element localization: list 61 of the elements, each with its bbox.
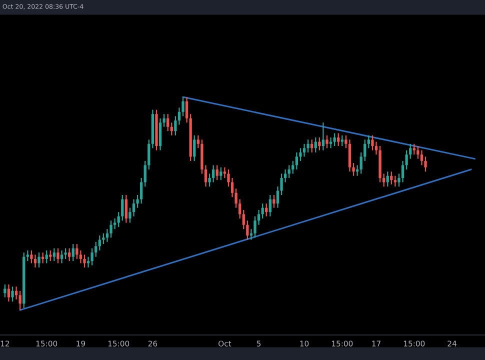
- candlestick: [94, 241, 98, 258]
- candlestick: [132, 198, 136, 217]
- candlestick: [371, 134, 374, 151]
- candlestick: [79, 250, 82, 264]
- candlestick: [11, 286, 14, 302]
- candlestick: [60, 250, 64, 264]
- candlestick: [420, 150, 424, 166]
- candlestick: [49, 250, 52, 262]
- candlestick: [64, 248, 67, 260]
- candlestick: [238, 198, 242, 220]
- candlestick: [326, 134, 328, 149]
- candlestick: [302, 143, 306, 158]
- candlestick: [284, 168, 287, 183]
- candlestick: [212, 164, 215, 183]
- candlestick: [367, 134, 370, 149]
- candlestick: [306, 139, 310, 153]
- candlestick: [56, 248, 60, 264]
- candlestick: [30, 250, 33, 264]
- candlestick: [140, 177, 143, 204]
- candlestick: [208, 173, 211, 188]
- candlestick: [144, 160, 146, 188]
- candlestick: [216, 164, 218, 181]
- candlestick: [52, 248, 56, 262]
- candlestick: [121, 194, 124, 222]
- candlestick: [292, 160, 294, 174]
- candlestick: [322, 122, 325, 151]
- candlestick: [124, 194, 128, 224]
- candlestick: [299, 148, 302, 162]
- candlestick: [360, 152, 362, 174]
- candlestick: [4, 284, 6, 298]
- candlestick: [268, 194, 272, 217]
- candlestick: [68, 248, 71, 262]
- candlestick: [148, 139, 150, 170]
- candlestick: [220, 166, 222, 181]
- candlestick: [7, 284, 10, 302]
- candlestick: [246, 220, 249, 240]
- candlestick: [196, 134, 200, 149]
- candlestick: [38, 252, 40, 268]
- candlestick: [295, 152, 298, 170]
- candlestick: [102, 232, 105, 245]
- candlestick: [185, 96, 188, 124]
- candlestick: [45, 250, 48, 264]
- candlestick: [412, 143, 416, 156]
- candlestick: [158, 118, 162, 151]
- candlestick: [113, 218, 116, 230]
- candlestick: [364, 139, 366, 162]
- candlestick: [72, 243, 74, 262]
- candlestick: [166, 114, 170, 132]
- candlestick: [242, 209, 245, 230]
- candlestick: [333, 132, 336, 147]
- candlestick: [340, 134, 344, 147]
- candlestick: [18, 290, 22, 311]
- candlestick: [409, 143, 412, 160]
- candlestick: [337, 132, 340, 147]
- candlestick: [348, 139, 352, 172]
- candlestick: [193, 134, 196, 162]
- candlestick: [26, 250, 29, 262]
- candlestick: [110, 220, 112, 238]
- candlestick: [83, 254, 86, 268]
- candlestick: [90, 248, 94, 266]
- candlestick: [272, 194, 276, 208]
